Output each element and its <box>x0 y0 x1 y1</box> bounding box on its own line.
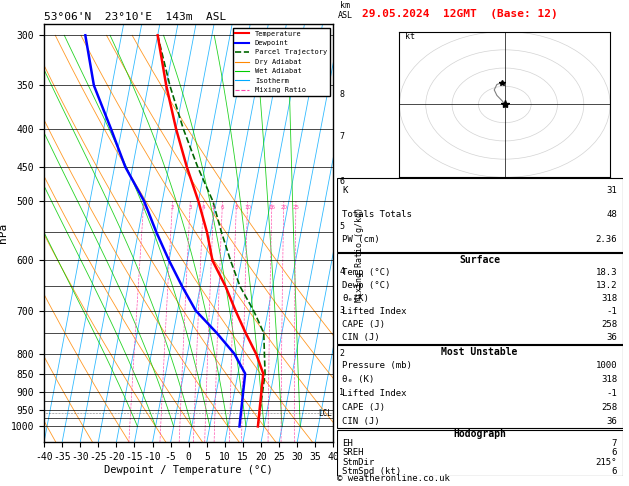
Text: 2: 2 <box>171 206 174 210</box>
Text: 2: 2 <box>339 349 344 359</box>
Text: Lifted Index: Lifted Index <box>342 307 407 316</box>
Text: 53°06'N  23°10'E  143m  ASL: 53°06'N 23°10'E 143m ASL <box>44 12 226 22</box>
Text: PW (cm): PW (cm) <box>342 235 380 244</box>
Text: 20: 20 <box>281 206 287 210</box>
Text: CAPE (J): CAPE (J) <box>342 320 385 329</box>
Text: 5: 5 <box>212 206 216 210</box>
Text: θₑ(K): θₑ(K) <box>342 294 369 303</box>
Text: Lifted Index: Lifted Index <box>342 389 407 398</box>
Text: 8: 8 <box>235 206 238 210</box>
Text: 258: 258 <box>601 320 617 329</box>
Text: 6: 6 <box>221 206 224 210</box>
Bar <box>337 253 623 344</box>
Text: Dewp (°C): Dewp (°C) <box>342 281 391 290</box>
Text: 1000: 1000 <box>596 362 617 370</box>
Text: 4: 4 <box>202 206 205 210</box>
Text: 36: 36 <box>606 333 617 342</box>
Text: LCL: LCL <box>318 409 332 417</box>
Text: 3: 3 <box>189 206 192 210</box>
Text: 2.36: 2.36 <box>596 235 617 244</box>
Text: CIN (J): CIN (J) <box>342 417 380 426</box>
Y-axis label: hPa: hPa <box>0 223 8 243</box>
Legend: Temperature, Dewpoint, Parcel Trajectory, Dry Adiabat, Wet Adiabat, Isotherm, Mi: Temperature, Dewpoint, Parcel Trajectory… <box>233 28 330 96</box>
Text: θₑ (K): θₑ (K) <box>342 375 374 384</box>
Text: 1: 1 <box>339 388 344 397</box>
Bar <box>337 430 623 476</box>
Text: EH: EH <box>342 439 353 448</box>
Text: K: K <box>342 186 348 195</box>
Text: 4: 4 <box>339 267 344 276</box>
Text: 6: 6 <box>611 467 617 476</box>
Bar <box>337 178 623 252</box>
Text: kt: kt <box>404 32 415 41</box>
Text: Surface: Surface <box>459 255 500 265</box>
Text: 1: 1 <box>142 206 145 210</box>
Text: SREH: SREH <box>342 449 364 457</box>
Text: 215°: 215° <box>596 458 617 467</box>
Text: Most Unstable: Most Unstable <box>442 347 518 357</box>
Text: 258: 258 <box>601 403 617 412</box>
Text: 25: 25 <box>292 206 299 210</box>
Text: Temp (°C): Temp (°C) <box>342 268 391 277</box>
Text: 29.05.2024  12GMT  (Base: 12): 29.05.2024 12GMT (Base: 12) <box>362 9 557 19</box>
Text: StmSpd (kt): StmSpd (kt) <box>342 467 401 476</box>
Text: Hodograph: Hodograph <box>453 429 506 439</box>
Text: 16: 16 <box>269 206 276 210</box>
Text: 318: 318 <box>601 375 617 384</box>
Text: 8: 8 <box>339 90 344 99</box>
Bar <box>337 345 623 428</box>
Text: © weatheronline.co.uk: © weatheronline.co.uk <box>337 474 449 483</box>
Text: 7: 7 <box>611 439 617 448</box>
Text: -1: -1 <box>606 307 617 316</box>
Text: 7: 7 <box>339 132 344 141</box>
X-axis label: Dewpoint / Temperature (°C): Dewpoint / Temperature (°C) <box>104 465 273 475</box>
Text: StmDir: StmDir <box>342 458 374 467</box>
Text: Totals Totals: Totals Totals <box>342 210 412 219</box>
Text: Mixing Ratio (g/kg): Mixing Ratio (g/kg) <box>355 207 364 302</box>
Text: 18.3: 18.3 <box>596 268 617 277</box>
Text: 48: 48 <box>606 210 617 219</box>
Text: km
ASL: km ASL <box>337 0 352 20</box>
Text: CAPE (J): CAPE (J) <box>342 403 385 412</box>
Text: 5: 5 <box>339 222 344 231</box>
Text: 6: 6 <box>339 176 344 186</box>
Text: 36: 36 <box>606 417 617 426</box>
Text: -1: -1 <box>606 389 617 398</box>
Text: CIN (J): CIN (J) <box>342 333 380 342</box>
Text: 13.2: 13.2 <box>596 281 617 290</box>
Text: 3: 3 <box>339 306 344 315</box>
Text: 6: 6 <box>611 449 617 457</box>
Text: 10: 10 <box>244 206 251 210</box>
Text: Pressure (mb): Pressure (mb) <box>342 362 412 370</box>
Text: 31: 31 <box>606 186 617 195</box>
Text: 318: 318 <box>601 294 617 303</box>
